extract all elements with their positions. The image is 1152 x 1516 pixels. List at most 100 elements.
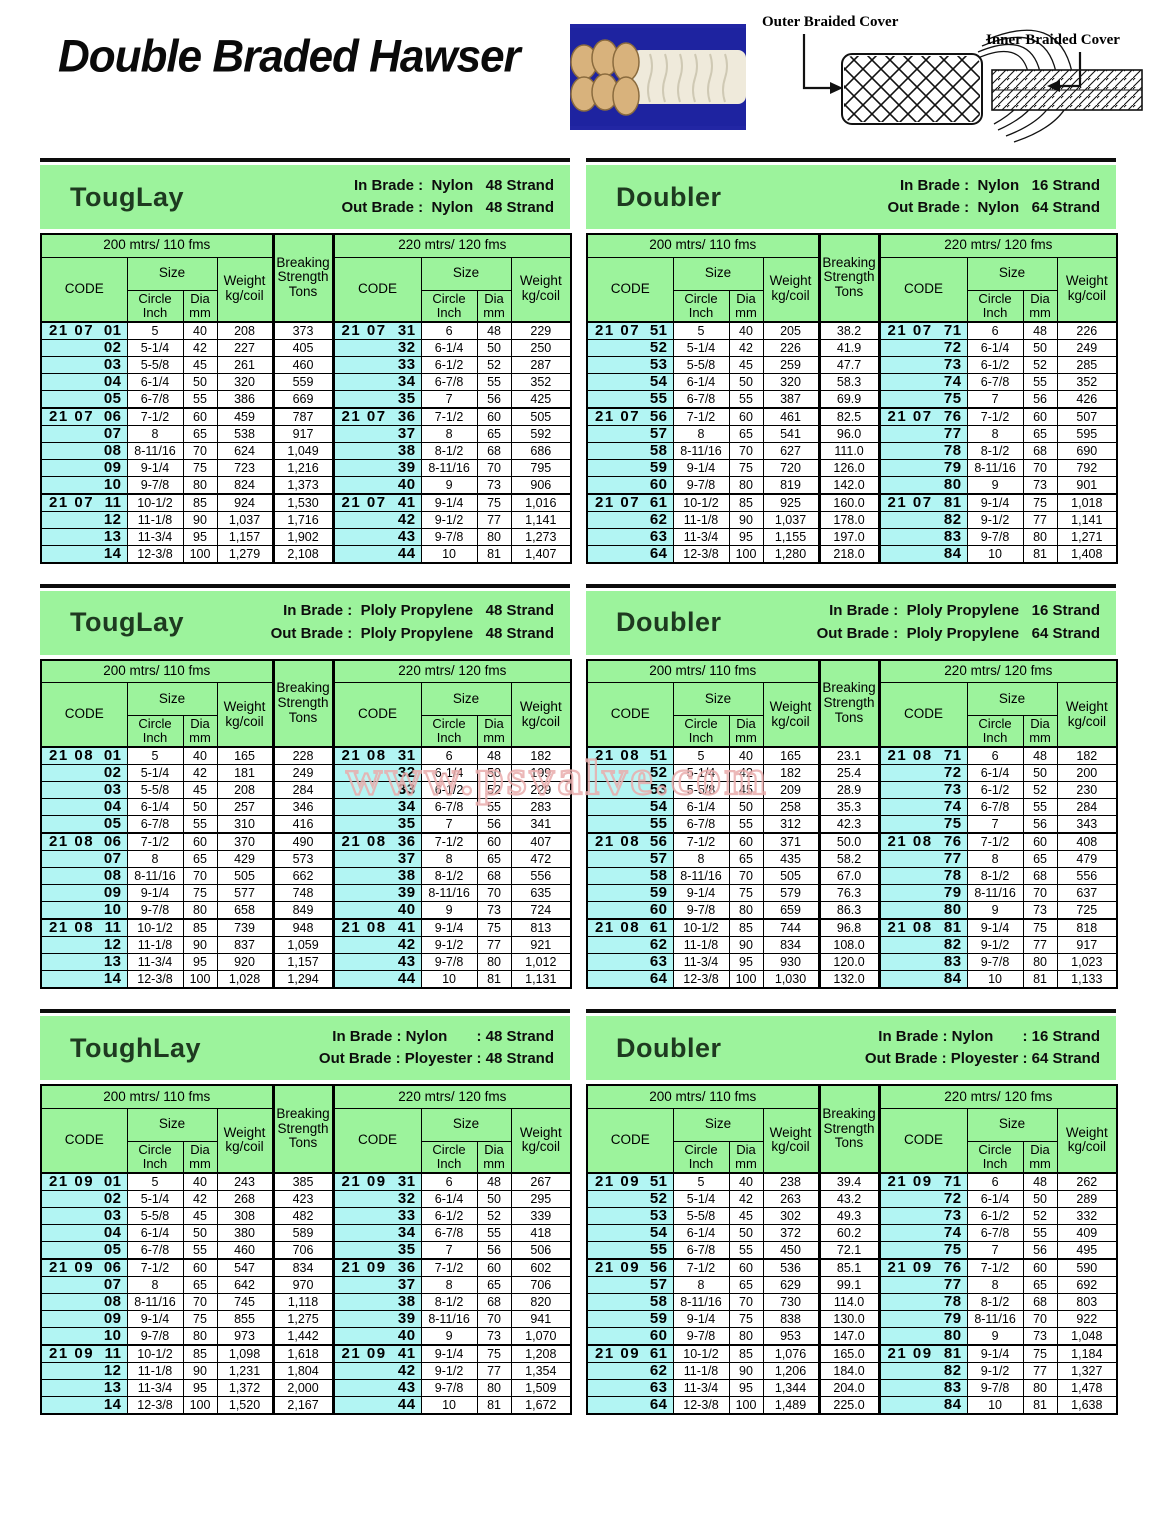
dia-mm-value: 42 <box>728 1189 764 1208</box>
circle-inch-value: 12-3/8 <box>672 1395 730 1415</box>
code-suffix: 78 <box>943 1292 962 1310</box>
code-suffix: 38 <box>397 441 416 459</box>
dia-mm-value: 60 <box>728 832 764 852</box>
code-prefix: 21 08 <box>49 919 95 937</box>
code-cell: 21 07 71 <box>878 320 968 340</box>
circle-inch-value: 5-1/4 <box>126 764 184 783</box>
circle-inch-value: 6-7/8 <box>966 798 1024 817</box>
weight-value: 182 <box>510 746 572 766</box>
dia-mm-value: 70 <box>1022 458 1058 477</box>
circle-inch-value: 8-11/16 <box>966 1309 1024 1328</box>
table-row: 55 6-7/8 55 312 42.3 75 7 56 343 <box>586 815 1118 834</box>
dia-mm-value: 50 <box>728 798 764 817</box>
code-suffix: 42 <box>397 1361 416 1379</box>
dia-mm-value: 55 <box>182 1240 218 1260</box>
breaking-strength-value: 2,108 <box>271 544 335 564</box>
weight-value: 536 <box>762 1257 820 1277</box>
weight-value: 973 <box>216 1326 274 1346</box>
code-prefix: 21 09 <box>887 1344 933 1362</box>
circle-inch-value: 9-7/8 <box>672 475 730 495</box>
code-prefix: 21 08 <box>595 919 641 937</box>
dia-mm-value: 42 <box>182 764 218 783</box>
code-suffix: 79 <box>943 1309 962 1327</box>
dia-mm-value: 42 <box>182 338 218 357</box>
circle-inch-value: 5-1/4 <box>672 764 730 783</box>
dia-mm-value: 70 <box>476 458 512 477</box>
code-suffix: 31 <box>397 747 416 765</box>
code-suffix: 01 <box>103 747 122 765</box>
code-suffix: 83 <box>943 953 962 971</box>
dia-mm-value: 56 <box>1022 1240 1058 1260</box>
code-cell: 21 09 06 <box>40 1257 128 1277</box>
page-title: Double Braded Hawser <box>58 31 521 82</box>
dia-mm-value: 90 <box>728 1361 764 1380</box>
weight-value: 706 <box>510 1275 572 1294</box>
dia-mm-value: 73 <box>1022 475 1058 495</box>
dia-mm-value: 45 <box>182 781 218 800</box>
circle-inch-value: 7 <box>420 1240 478 1260</box>
dia-mm-value: 75 <box>728 884 764 903</box>
code-cell: 44 <box>332 1395 422 1415</box>
code-suffix: 52 <box>649 1189 668 1207</box>
dia-mm-value: 70 <box>182 441 218 460</box>
weight-value: 595 <box>1056 424 1118 443</box>
code-cell: 39 <box>332 1309 422 1328</box>
weight-value: 352 <box>1056 372 1118 391</box>
col-size: Size <box>966 1107 1058 1142</box>
code-suffix: 10 <box>103 475 122 493</box>
circle-inch-value: 9-7/8 <box>420 1378 478 1397</box>
code-suffix: 40 <box>397 1326 416 1344</box>
table-row: 59 9-1/4 75 579 76.3 79 8-11/16 70 637 <box>586 884 1118 903</box>
code-suffix: 60 <box>649 901 668 919</box>
divider-rule <box>586 583 1116 588</box>
col-code: CODE <box>586 1107 674 1174</box>
dia-mm-value: 85 <box>182 492 218 512</box>
weight-value: 461 <box>762 406 820 426</box>
code-suffix: 82 <box>943 510 962 528</box>
breaking-strength-value: 178.0 <box>817 510 881 529</box>
code-cell: 21 09 31 <box>332 1171 422 1191</box>
breaking-strength-value: 1,275 <box>271 1309 335 1328</box>
col-dia-mm: Dia mm <box>476 289 512 323</box>
code-cell: 21 09 11 <box>40 1343 128 1363</box>
divider-rule <box>40 583 570 588</box>
dia-mm-value: 75 <box>476 918 512 938</box>
code-cell: 40 <box>332 1326 422 1346</box>
code-suffix: 38 <box>397 867 416 885</box>
table-block-5: ToughLay In Brade : Nylon : 48 Strand Out … <box>40 1009 573 1415</box>
dia-mm-value: 75 <box>182 884 218 903</box>
table-row: 09 9-1/4 75 577 748 39 8-11/16 70 635 <box>40 884 572 903</box>
weight-value: 262 <box>1056 1171 1118 1191</box>
code-cell: 21 08 31 <box>332 746 422 766</box>
col-code: CODE <box>586 682 674 748</box>
weight-value: 267 <box>510 1171 572 1191</box>
code-cell: 53 <box>586 355 674 374</box>
code-cell: 57 <box>586 1275 674 1294</box>
table-row: 21 08 01 5 40 165 228 21 08 31 6 48 182 <box>40 746 572 766</box>
code-cell: 03 <box>40 1206 128 1225</box>
code-cell: 21 08 01 <box>40 746 128 766</box>
dia-mm-value: 42 <box>728 764 764 783</box>
code-prefix: 21 07 <box>341 493 387 511</box>
code-suffix: 54 <box>649 798 668 816</box>
weight-value: 906 <box>510 475 572 495</box>
weight-value: 837 <box>216 936 274 955</box>
code-suffix: 04 <box>103 1223 122 1241</box>
code-cell: 35 <box>332 815 422 834</box>
code-suffix: 37 <box>397 1275 416 1293</box>
dia-mm-value: 40 <box>728 1171 764 1191</box>
code-suffix: 36 <box>397 833 416 851</box>
dia-mm-value: 81 <box>476 544 512 564</box>
breaking-strength-value: 96.8 <box>817 918 881 938</box>
code-cell: 10 <box>40 1326 128 1346</box>
weight-value: 1,280 <box>762 544 820 564</box>
in-brade-line: In Brade : Nylon 48 Strand <box>353 176 554 194</box>
dia-mm-value: 95 <box>182 1378 218 1397</box>
circle-inch-value: 6-7/8 <box>126 1240 184 1260</box>
code-prefix: 21 09 <box>341 1258 387 1276</box>
dia-mm-value: 60 <box>182 832 218 852</box>
code-suffix: 13 <box>103 527 122 545</box>
circle-inch-value: 6-1/4 <box>966 764 1024 783</box>
code-suffix: 52 <box>649 338 668 356</box>
code-suffix: 56 <box>649 1258 668 1276</box>
